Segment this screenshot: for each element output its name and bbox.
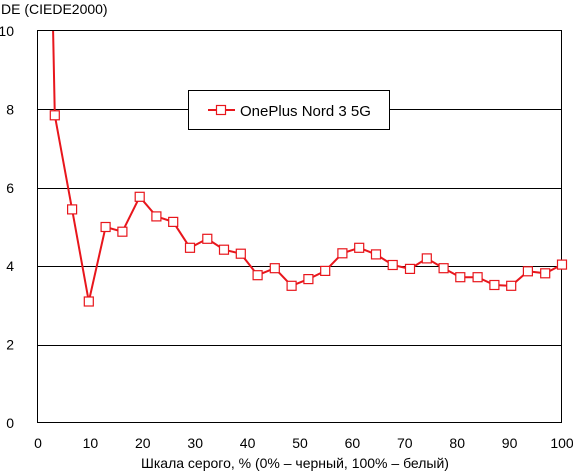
plot-frame (37, 30, 562, 423)
y-axis-title: DE (CIEDE2000) (1, 1, 108, 17)
y-tick-labels: 0 2 4 6 8 10 (0, 23, 14, 431)
legend-marker (215, 104, 227, 116)
data-point (100, 221, 111, 233)
x-tick-label: 90 (502, 435, 518, 451)
data-point (168, 216, 179, 227)
data-point (320, 265, 331, 276)
x-tick-label: 20 (135, 435, 151, 451)
legend: OnePlus Nord 3 5G (188, 90, 390, 130)
data-point (472, 272, 483, 283)
data-point (151, 211, 162, 222)
x-tick-label: 100 (550, 435, 573, 451)
data-point (269, 263, 280, 274)
data-point (506, 280, 517, 291)
data-point (184, 242, 196, 253)
y-tick-label: 2 (6, 337, 14, 353)
data-point (303, 274, 314, 285)
x-tick-label: 80 (449, 435, 465, 451)
y-tick-label: 4 (6, 258, 14, 274)
data-point (134, 191, 145, 202)
data-point (522, 266, 534, 277)
data-point (354, 242, 365, 253)
y-tick-label: 6 (6, 180, 14, 196)
data-point (235, 248, 246, 259)
x-tick-label: 40 (240, 435, 256, 451)
legend-label: OnePlus Nord 3 5G (240, 103, 371, 120)
x-tick-label: 70 (397, 435, 413, 451)
data-point (370, 249, 382, 260)
data-point (438, 263, 449, 274)
x-axis-title: Шкала серого, % (0% – черный, 100% – бел… (141, 455, 449, 471)
data-point (218, 244, 230, 255)
y-tick-label: 0 (6, 415, 14, 431)
x-tick-label: 30 (187, 435, 203, 451)
series-line (52, 31, 562, 302)
x-tick-label: 50 (292, 435, 308, 451)
x-tick-labels: 0 10 20 30 40 50 60 70 80 90 100 (34, 435, 573, 451)
x-tick-label: 10 (83, 435, 99, 451)
data-point (387, 259, 398, 271)
data-point (455, 272, 466, 283)
data-point (202, 233, 213, 244)
grid-lines (38, 109, 562, 346)
data-point (540, 268, 551, 279)
data-point (421, 253, 432, 264)
data-point (489, 279, 500, 291)
data-point (337, 248, 348, 259)
data-point (117, 226, 128, 237)
data-point (556, 259, 568, 270)
data-point (83, 296, 94, 307)
x-tick-label: 60 (345, 435, 361, 451)
data-point (286, 280, 297, 291)
y-tick-label: 10 (0, 23, 14, 39)
x-tick-label: 0 (34, 435, 42, 451)
data-point (252, 270, 263, 281)
series-onplus-nord-3-5g (49, 31, 568, 307)
y-tick-label: 8 (6, 101, 14, 117)
data-point (66, 204, 78, 215)
data-point (404, 263, 416, 274)
data-point (49, 110, 60, 121)
